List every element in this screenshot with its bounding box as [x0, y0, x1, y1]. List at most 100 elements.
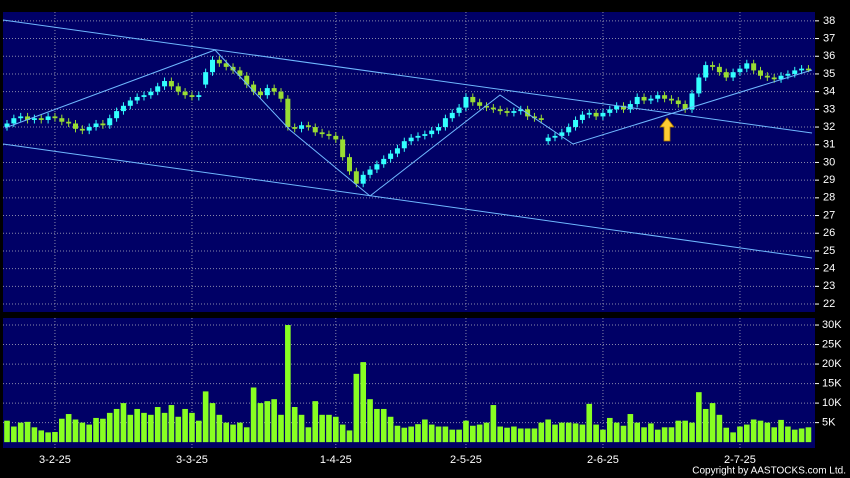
volume-bar: [79, 422, 86, 443]
candle-body: [114, 111, 120, 119]
candle-body: [203, 72, 209, 85]
candle-body: [442, 118, 448, 128]
candle-body: [388, 153, 394, 159]
volume-bar: [401, 427, 408, 443]
candle-body: [648, 98, 654, 101]
candle-body: [223, 63, 229, 67]
volume-bar: [148, 414, 154, 443]
candle-body: [751, 63, 757, 71]
candle-body: [463, 96, 469, 108]
candle-body: [799, 68, 805, 71]
y2-tick-label: 30K: [822, 319, 842, 331]
candle-body: [634, 96, 640, 105]
volume-bar: [463, 420, 469, 443]
volume-bar: [682, 420, 688, 443]
volume-bar: [72, 419, 79, 443]
candle-body: [244, 75, 250, 85]
candle-body: [374, 164, 380, 170]
candle-body: [723, 72, 729, 78]
volume-bar: [654, 429, 661, 443]
volume-bar: [778, 419, 784, 443]
candle-body: [353, 171, 359, 184]
volume-bar: [613, 422, 620, 443]
candle-body: [45, 116, 51, 120]
volume-bar: [764, 422, 771, 443]
volume-bar: [367, 399, 373, 443]
volume-bar: [497, 426, 503, 443]
candle-body: [182, 91, 188, 96]
candle-body: [785, 73, 791, 76]
y-tick-label: 31: [823, 139, 835, 151]
candle-body: [333, 135, 339, 140]
y-tick-label: 34: [823, 86, 835, 98]
candle-body: [257, 91, 263, 96]
candle-body: [79, 128, 85, 131]
volume-bar: [100, 418, 106, 443]
candle-body: [168, 81, 174, 87]
candle-body: [573, 119, 579, 128]
volume-bar: [312, 401, 319, 443]
candle-body: [497, 109, 503, 112]
candle-body: [710, 65, 716, 67]
volume-bar: [737, 426, 743, 443]
volume-bar: [449, 429, 456, 443]
candle-body: [449, 112, 455, 119]
volume-bar: [298, 414, 305, 443]
y-tick-label: 29: [823, 174, 835, 186]
candle-body: [525, 109, 531, 117]
volume-bar: [113, 408, 120, 443]
candle-body: [155, 86, 161, 92]
volume-bar: [785, 426, 791, 443]
candle-body: [264, 88, 270, 96]
candle-body: [141, 95, 147, 97]
candle-body: [305, 125, 311, 128]
candle-body: [11, 118, 17, 124]
candle-body: [771, 77, 777, 80]
volume-bar: [791, 429, 798, 443]
candle-body: [668, 98, 674, 101]
y2-tick-label: 5K: [822, 417, 836, 429]
volume-bar: [511, 426, 517, 443]
candle-body: [662, 95, 668, 99]
volume-bar: [387, 416, 394, 443]
volume-bar: [435, 426, 442, 443]
volume-bar: [326, 414, 332, 443]
candle-body: [52, 116, 58, 119]
candle-body: [394, 148, 400, 154]
y-tick-label: 26: [823, 227, 835, 239]
volume-bar: [709, 403, 716, 443]
volume-bar: [257, 403, 264, 443]
volume-bar: [490, 405, 497, 443]
candle-body: [730, 72, 736, 78]
candle-body: [120, 105, 126, 112]
candle-body: [682, 104, 688, 110]
volume-bar: [586, 403, 593, 443]
channel-lower: [2, 143, 813, 259]
candle-body: [696, 77, 702, 94]
volume-bar: [723, 427, 730, 443]
volume-bar: [52, 431, 58, 443]
candle-body: [621, 105, 626, 110]
volume-bar: [271, 399, 277, 443]
y-tick-label: 24: [823, 263, 835, 275]
candle-body: [66, 121, 72, 124]
volume-bar: [223, 422, 229, 443]
volume-bar: [182, 408, 188, 443]
candle-body: [347, 157, 352, 172]
candle-body: [422, 134, 428, 136]
volume-bar: [243, 427, 250, 443]
candle-body: [31, 118, 37, 120]
candle-body: [518, 109, 524, 112]
candle-body: [586, 112, 592, 115]
y-tick-label: 25: [823, 245, 835, 257]
channel-upper: [2, 19, 813, 134]
candle-body: [189, 95, 195, 97]
volume-bar: [579, 424, 586, 443]
volume-bar: [552, 424, 558, 443]
volume-bar: [319, 414, 325, 443]
candle-body: [299, 125, 305, 129]
volume-bar: [524, 428, 531, 443]
volume-bar: [538, 422, 545, 443]
volume-bar: [627, 414, 634, 443]
